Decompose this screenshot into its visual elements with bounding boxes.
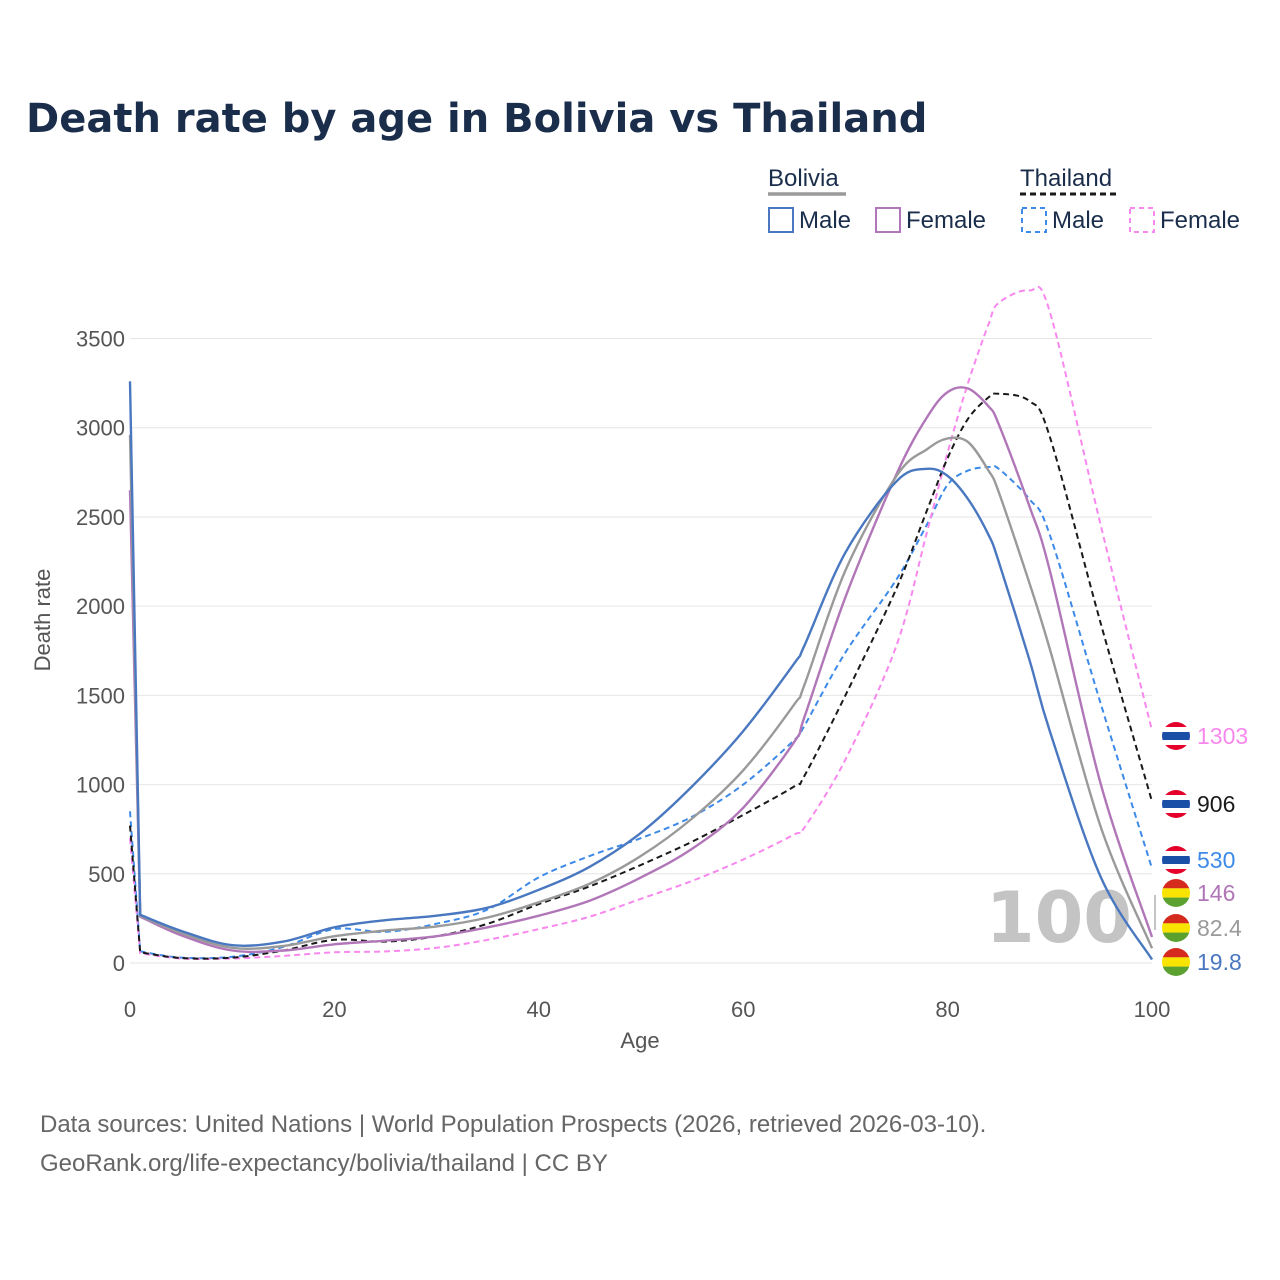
flag-bolivia-icon bbox=[1162, 879, 1190, 907]
y-axis-title: Death rate bbox=[30, 569, 55, 672]
source-line-2[interactable]: GeoRank.org/life-expectancy/bolivia/thai… bbox=[40, 1150, 608, 1177]
y-tick-label: 2500 bbox=[76, 505, 125, 530]
y-tick-label: 500 bbox=[88, 862, 125, 887]
series-line-bolivia-total[interactable] bbox=[128, 434, 1154, 950]
legend-label-thailand-male[interactable]: Male bbox=[1052, 207, 1104, 234]
x-tick-label: 100 bbox=[1134, 997, 1171, 1022]
end-label-thailand-total: 906 bbox=[1197, 791, 1235, 817]
legend-label-bolivia-male[interactable]: Male bbox=[799, 207, 851, 234]
year-watermark: 100 bbox=[986, 877, 1132, 959]
legend-swatch-bolivia-male[interactable] bbox=[768, 207, 794, 233]
x-tick-label: 20 bbox=[322, 997, 346, 1022]
y-tick-label: 2000 bbox=[76, 594, 125, 619]
legend[interactable]: Bolivia Thailand Male Female Male Female bbox=[768, 165, 1240, 234]
x-axis-title: Age bbox=[620, 1028, 659, 1053]
x-tick-label: 60 bbox=[731, 997, 755, 1022]
y-tick-label: 1500 bbox=[76, 683, 125, 708]
end-label-bolivia-female: 146 bbox=[1197, 880, 1235, 906]
series-line-bolivia-female[interactable] bbox=[128, 386, 1154, 954]
series-line-bolivia-male[interactable] bbox=[128, 381, 1154, 961]
legend-label-bolivia-female[interactable]: Female bbox=[906, 207, 986, 234]
y-tick-label: 1000 bbox=[76, 773, 125, 798]
end-label-thailand-male: 530 bbox=[1197, 847, 1235, 873]
x-tick-label: 0 bbox=[124, 997, 136, 1022]
chart-title: Death rate by age in Bolivia vs Thailand bbox=[26, 96, 927, 142]
x-tick-label: 80 bbox=[935, 997, 959, 1022]
end-label-thailand-female: 1303 bbox=[1197, 723, 1248, 749]
legend-group-thailand[interactable]: Thailand bbox=[1020, 165, 1112, 192]
series-line-thailand-total[interactable] bbox=[129, 392, 1153, 960]
legend-swatch-thailand-female[interactable] bbox=[1129, 207, 1155, 233]
flag-thailand-icon bbox=[1162, 846, 1190, 874]
x-tick-label: 40 bbox=[527, 997, 551, 1022]
y-tick-label: 0 bbox=[113, 951, 125, 976]
end-label-bolivia-total: 82.4 bbox=[1197, 915, 1242, 941]
flag-bolivia-icon bbox=[1162, 948, 1190, 976]
gridlines bbox=[130, 338, 1152, 964]
legend-label-thailand-female[interactable]: Female bbox=[1160, 207, 1240, 234]
y-axis-ticks: 0 500 1000 1500 2000 2500 3000 3500 bbox=[76, 327, 125, 976]
series-lines bbox=[128, 285, 1154, 961]
legend-swatch-bolivia-female[interactable] bbox=[875, 207, 901, 233]
legend-group-bolivia[interactable]: Bolivia bbox=[768, 165, 839, 192]
source-line-1[interactable]: Data sources: United Nations | World Pop… bbox=[40, 1111, 986, 1138]
end-label-bolivia-male: 19.8 bbox=[1197, 949, 1242, 975]
flag-thailand-icon bbox=[1162, 722, 1190, 750]
flag-thailand-icon bbox=[1162, 790, 1190, 818]
y-tick-label: 3500 bbox=[76, 327, 125, 352]
y-tick-label: 3000 bbox=[76, 416, 125, 441]
legend-swatch-thailand-male[interactable] bbox=[1021, 207, 1047, 233]
flag-bolivia-icon bbox=[1162, 914, 1190, 942]
end-markers: 19.8 146 82.4 530 1303 906 bbox=[1162, 722, 1248, 976]
series-line-thailand-female[interactable] bbox=[129, 285, 1153, 961]
x-axis-ticks: 0 20 40 60 80 100 bbox=[124, 997, 1170, 1022]
